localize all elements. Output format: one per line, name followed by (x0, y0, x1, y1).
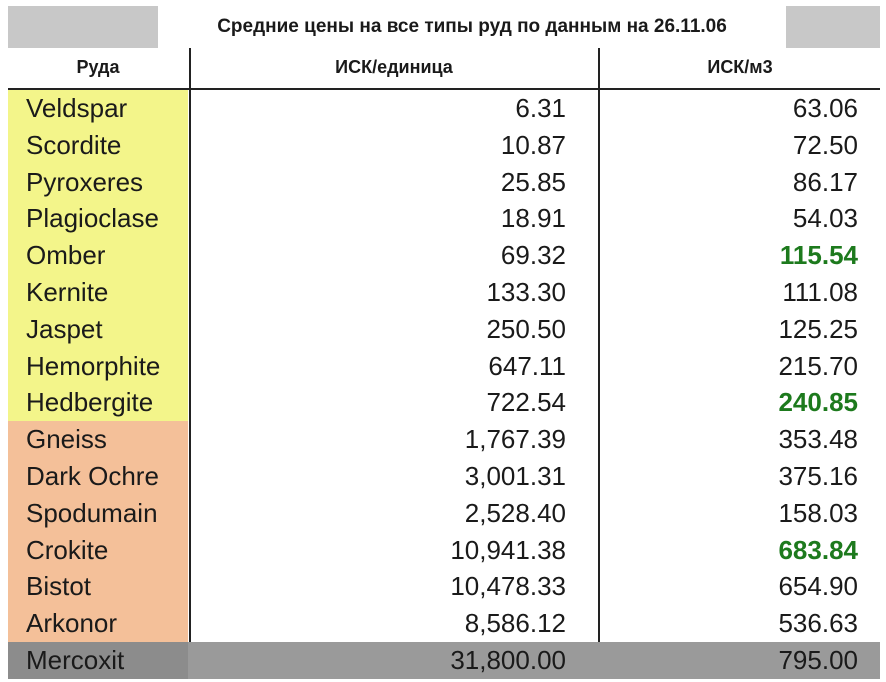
table-row: Hedbergite 722.54 240.85 (8, 384, 880, 422)
table-row: Veldspar 6.31 63.06 (8, 90, 880, 127)
isk-unit-value: 250.50 (486, 313, 566, 344)
table-row: Scordite 10.87 72.50 (8, 126, 880, 164)
isk-unit-value: 10.87 (500, 129, 566, 160)
isk-m3-value: 111.08 (782, 276, 858, 307)
isk-m3-value: 683.84 (778, 534, 858, 565)
isk-unit-value: 8,586.12 (464, 608, 566, 639)
column-divider-2 (598, 48, 600, 678)
ore-name: Hedbergite (8, 384, 188, 422)
isk-unit-value: 647.11 (488, 350, 566, 381)
isk-unit-value: 10,478.33 (450, 571, 566, 602)
isk-unit-value: 1,767.39 (464, 424, 566, 455)
table-row: Dark Ochre 3,001.31 375.16 (8, 457, 880, 495)
ore-name: Spodumain (8, 494, 188, 532)
isk-unit-value: 722.54 (486, 387, 566, 418)
isk-m3-value: 375.16 (778, 460, 858, 491)
isk-m3-value: 353.48 (778, 424, 858, 455)
isk-m3-value: 536.63 (778, 608, 858, 639)
table-row: Arkonor 8,586.12 536.63 (8, 605, 880, 642)
isk-m3-value: 654.90 (778, 571, 858, 602)
ore-name: Bistot (8, 568, 188, 606)
table-row: Omber 69.32 115.54 (8, 237, 880, 274)
table-row: Bistot 10,478.33 654.90 (8, 568, 880, 606)
table-row: Gneiss 1,767.39 353.48 (8, 421, 880, 458)
isk-unit-value: 10,941.38 (450, 534, 566, 565)
ore-name: Crokite (8, 531, 188, 569)
table-row: Crokite 10,941.38 683.84 (8, 531, 880, 569)
header-ore: Руда (76, 57, 120, 77)
table-row: Jaspet 250.50 125.25 (8, 310, 880, 348)
isk-m3-value: 115.54 (779, 240, 858, 271)
ore-name: Omber (8, 237, 188, 274)
isk-m3-value: 158.03 (778, 497, 858, 528)
ore-name: Jaspet (8, 310, 188, 348)
isk-unit-value: 2,528.40 (464, 497, 566, 528)
table-row: Mercoxit 31,800.00 795.00 (8, 641, 880, 679)
isk-m3-value: 54.03 (792, 203, 858, 234)
column-divider-1 (189, 48, 191, 678)
isk-unit-value: 69.32 (500, 240, 566, 271)
isk-m3-value: 215.70 (778, 350, 858, 381)
ore-name: Arkonor (8, 605, 188, 642)
ore-name: Kernite (8, 273, 188, 311)
isk-unit-value: 133.30 (486, 276, 566, 307)
isk-unit-value: 25.85 (500, 166, 566, 197)
table-row: Spodumain 2,528.40 158.03 (8, 494, 880, 532)
ore-name: Dark Ochre (8, 457, 188, 495)
header-isk-m3: ИСК/м3 (707, 57, 773, 77)
title-band: Средние цены на все типы руд по данным н… (8, 6, 880, 48)
isk-unit-value: 18.91 (500, 203, 566, 234)
isk-m3-value: 72.50 (792, 129, 858, 160)
isk-m3-value: 63.06 (792, 93, 858, 123)
isk-m3-value: 86.17 (792, 166, 858, 197)
isk-m3-value: 795.00 (778, 644, 858, 675)
isk-m3-value: 240.85 (778, 387, 858, 418)
table-header: Руда ИСК/единица ИСК/м3 (8, 48, 880, 90)
isk-m3-value: 125.25 (778, 313, 858, 344)
isk-unit-value: 31,800.00 (450, 644, 566, 675)
header-isk-unit: ИСК/единица (335, 57, 453, 77)
ore-name: Plagioclase (8, 200, 188, 238)
ore-name: Scordite (8, 126, 188, 164)
ore-name: Hemorphite (8, 347, 188, 385)
ore-name: Mercoxit (8, 641, 188, 679)
ore-name: Pyroxeres (8, 163, 188, 201)
isk-unit-value: 6.31 (515, 93, 566, 123)
isk-unit-value: 3,001.31 (464, 460, 566, 491)
table-row: Pyroxeres 25.85 86.17 (8, 163, 880, 201)
table-row: Kernite 133.30 111.08 (8, 273, 880, 311)
ore-name: Veldspar (8, 90, 188, 127)
ore-name: Gneiss (8, 421, 188, 458)
page-title: Средние цены на все типы руд по данным н… (217, 16, 727, 37)
table-row: Plagioclase 18.91 54.03 (8, 200, 880, 238)
table-row: Hemorphite 647.11 215.70 (8, 347, 880, 385)
table-body: Veldspar 6.31 63.06 Scordite 10.87 72.50 Pyrox… (8, 90, 880, 679)
